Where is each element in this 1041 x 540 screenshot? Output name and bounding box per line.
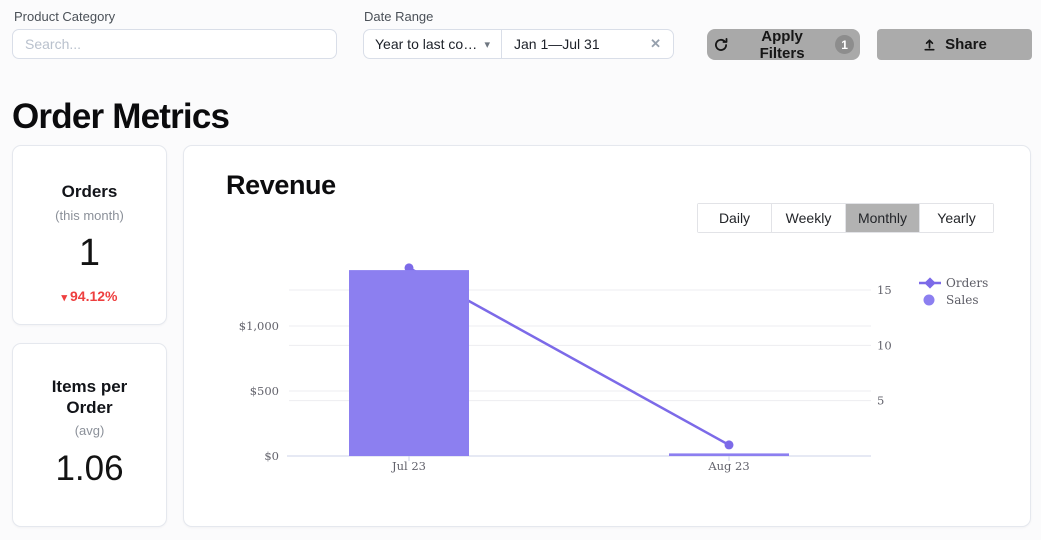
orders-marker[interactable] [724,440,734,450]
right-axis-label: 5 [877,394,884,408]
revenue-title: Revenue [226,170,336,200]
sales-bar[interactable] [349,270,469,456]
chevron-down-icon: ▾ [484,38,490,51]
legend-circle-icon [923,294,935,306]
share-label: Share [945,36,987,53]
orders-card-title: Orders [61,182,118,201]
tab-daily[interactable]: Daily [698,204,771,232]
apply-filters-button[interactable]: Apply Filters 1 [707,27,860,62]
x-axis-label: Jul 23 [391,459,426,473]
left-axis-label: $1,000 [239,319,279,333]
date-preset-select[interactable]: Year to last co… ▾ [363,29,502,59]
legend-label-orders[interactable]: Orders [946,276,988,290]
date-range-field[interactable]: Jan 1—Jul 31 ✕ [501,29,674,59]
revenue-chart: Jul 23 Aug 23 $0 $500 $1,000 5 10 15 Orders Sales [239,263,988,473]
legend-diamond-icon [924,277,936,289]
apply-filters-label: Apply Filters [759,27,805,62]
clear-date-icon[interactable]: ✕ [650,36,661,51]
orders-stat-card: Orders (this month) 1 ▾ 94.12% [12,145,167,325]
orders-card-delta: ▾ 94.12% [13,288,166,304]
orders-card-subtitle: (this month) [55,207,124,223]
items-card-subtitle: (avg) [74,423,105,439]
x-axis-label: Aug 23 [707,459,749,473]
revenue-panel: Jul 23 Aug 23 $0 $500 $1,000 5 10 15 Orders Sales… [183,145,1031,527]
items-per-order-stat-card: Items per Order (avg) 1.06 [12,343,167,527]
right-axis-label: 10 [877,338,892,352]
sync-icon [713,37,729,53]
legend-label-sales[interactable]: Sales [946,293,978,307]
page-title: Order Metrics [12,97,230,137]
range-tab-group: Daily Weekly Monthly Yearly [697,203,994,233]
date-preset-value: Year to last co… [375,36,478,52]
items-card-title: Items per Order [51,377,128,417]
sales-bar[interactable] [669,453,789,456]
right-axis-label: 15 [877,283,892,297]
product-category-label: Product Category [14,9,116,24]
date-range-group: Year to last co… ▾ Jan 1—Jul 31 ✕ [363,29,674,59]
delta-value: 94.12% [70,287,118,304]
tab-monthly[interactable]: Monthly [845,204,919,232]
filter-count-badge: 1 [835,35,854,54]
left-axis-label: $0 [264,449,279,463]
items-card-value: 1.06 [55,449,124,489]
delta-down-icon: ▾ [61,291,68,304]
date-range-value: Jan 1—Jul 31 [514,36,600,52]
share-button[interactable]: Share [877,29,1032,60]
left-axis-label: $500 [250,384,279,398]
tab-weekly[interactable]: Weekly [771,204,845,232]
product-category-search-input[interactable] [12,29,337,59]
share-upload-icon [922,37,937,52]
orders-card-value: 1 [78,231,101,274]
tab-yearly[interactable]: Yearly [919,204,993,232]
date-range-label: Date Range [364,9,434,24]
